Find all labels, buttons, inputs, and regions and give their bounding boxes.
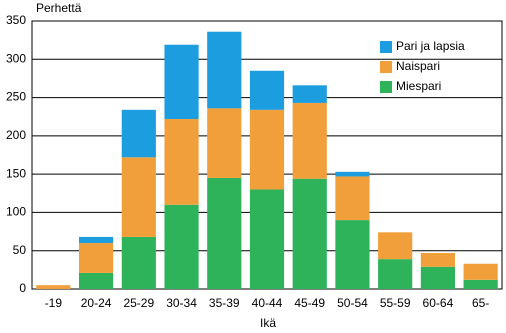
bar-segment xyxy=(207,31,242,109)
x-tick-label: 55-59 xyxy=(380,296,411,310)
legend-swatch xyxy=(380,61,392,73)
bar-segment xyxy=(207,177,242,289)
bar-segment xyxy=(420,266,455,289)
legend-swatch xyxy=(380,41,392,53)
x-tick-label: 30-34 xyxy=(166,296,197,310)
bar-segment xyxy=(292,178,327,289)
x-tick-label: 35-39 xyxy=(209,296,240,310)
x-tick-label: -19 xyxy=(45,296,63,310)
x-tick-label: 50-54 xyxy=(337,296,368,310)
bar-segment xyxy=(121,157,156,237)
bar-segment xyxy=(36,285,71,289)
bar-segment xyxy=(79,272,114,289)
bar-segment xyxy=(378,259,413,289)
y-tick-label: 50 xyxy=(13,243,27,257)
bar-segment xyxy=(463,263,498,280)
legend-label: Pari ja lapsia xyxy=(396,39,465,53)
y-tick-label: 250 xyxy=(6,90,26,104)
x-tick-label: 40-44 xyxy=(252,296,283,310)
bar-segment xyxy=(164,204,199,289)
bar-segment xyxy=(249,189,285,289)
bar-segment xyxy=(335,171,370,177)
legend-swatch xyxy=(380,81,392,93)
x-tick-label: 45-49 xyxy=(294,296,325,310)
bar-segment xyxy=(292,102,327,179)
legend-label: Miespari xyxy=(396,79,441,93)
legend-label: Naispari xyxy=(396,59,440,73)
y-axis-label: Perhettä xyxy=(36,1,82,15)
bar-segment xyxy=(164,44,199,120)
x-tick-label: 60-64 xyxy=(423,296,454,310)
x-tick-label: 25-29 xyxy=(123,296,154,310)
y-tick-label: 300 xyxy=(6,51,26,65)
x-axis-label: Ikä xyxy=(260,316,276,330)
bar-segment xyxy=(292,85,327,103)
bar-segment xyxy=(79,236,114,244)
bar-segment xyxy=(463,279,498,289)
bar-segment xyxy=(335,176,370,221)
bar-segment xyxy=(121,109,156,158)
y-tick-label: 200 xyxy=(6,128,26,142)
bar-segment xyxy=(420,253,455,267)
bar-segment xyxy=(207,108,242,178)
bar-segment xyxy=(378,232,413,260)
y-tick-label: 0 xyxy=(19,281,26,295)
x-tick-label: 65- xyxy=(472,296,489,310)
bar-segment xyxy=(79,243,114,273)
bar-segment xyxy=(249,70,285,110)
y-tick-label: 350 xyxy=(6,13,26,27)
bar-segment xyxy=(121,236,156,289)
bar-segment xyxy=(164,119,199,205)
bar-segment xyxy=(249,109,285,190)
x-tick-label: 20-24 xyxy=(81,296,112,310)
bar-segment xyxy=(335,220,370,289)
y-tick-label: 100 xyxy=(6,205,26,219)
y-tick-label: 150 xyxy=(6,166,26,180)
